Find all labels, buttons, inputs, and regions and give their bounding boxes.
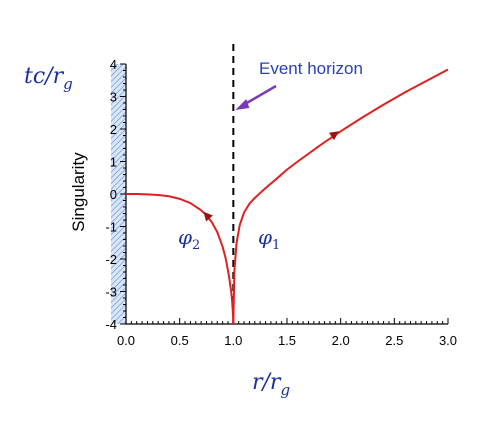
series-label-phi2: φ2 [178, 225, 200, 253]
y-tick-label: 3 [110, 90, 117, 105]
singularity-label: Singularity [69, 152, 88, 232]
y-tick-label: 0 [110, 187, 117, 202]
event-horizon-label: Event horizon [259, 59, 363, 78]
phi2-symbol: φ [178, 225, 192, 249]
phi1-subscript: 1 [272, 238, 280, 253]
y-tick-label: 1 [110, 155, 117, 170]
x-tick-label: 0.5 [171, 333, 189, 348]
y-tick-label: 2 [110, 122, 117, 137]
y-ticks [120, 63, 126, 325]
series-label-phi1: φ1 [258, 225, 280, 253]
y-tick-label: -2 [105, 252, 117, 267]
x-axis-title: r/rg [252, 370, 290, 399]
x-tick-label: 2.5 [385, 333, 403, 348]
phi1-symbol: φ [258, 225, 272, 249]
y-tick-labels: -4 -3 -2 -1 0 1 2 3 4 [105, 57, 117, 332]
x-ticks [125, 318, 449, 324]
x-tick-labels: 0.0 0.5 1.0 1.5 2.0 2.5 3.0 [117, 333, 457, 348]
y-tick-label: -4 [105, 317, 117, 332]
y-axis-title-subscript: g [63, 75, 73, 93]
x-tick-label: 1.0 [224, 333, 242, 348]
direction-arrow-2 [203, 211, 213, 222]
x-axis-title-main: r/r [252, 370, 282, 395]
x-tick-label: 0.0 [117, 333, 135, 348]
y-tick-label: 4 [110, 57, 117, 72]
curves [126, 68, 449, 325]
x-tick-label: 1.5 [278, 333, 296, 348]
direction-arrow-1 [329, 131, 339, 141]
x-tick-label: 2.0 [332, 333, 350, 348]
y-tick-label: -1 [105, 220, 117, 235]
direction-arrows [203, 131, 339, 222]
series-line-1 [232, 68, 449, 325]
series-line-2 [126, 193, 235, 325]
phi2-subscript: 2 [192, 238, 200, 253]
y-axis-title-main: tc/r [24, 64, 65, 89]
event-horizon-arrow [242, 84, 277, 107]
x-axis-title-subscript: g [280, 381, 290, 399]
event-horizon-arrowhead [235, 99, 250, 110]
x-tick-label: 3.0 [439, 333, 457, 348]
y-tick-label: -3 [105, 285, 117, 300]
y-axis-title: tc/rg [24, 64, 73, 93]
